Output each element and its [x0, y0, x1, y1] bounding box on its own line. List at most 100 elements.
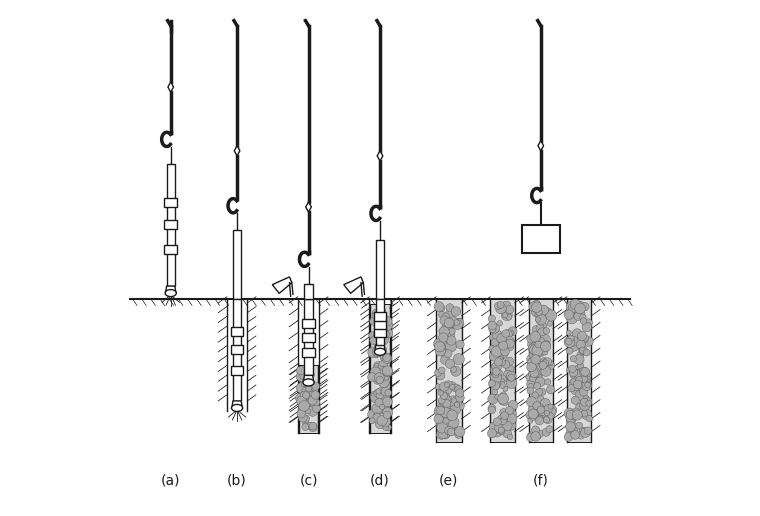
Circle shape — [566, 430, 571, 436]
Circle shape — [548, 413, 554, 419]
Circle shape — [374, 378, 380, 384]
Circle shape — [495, 394, 500, 399]
Circle shape — [372, 349, 382, 357]
Circle shape — [581, 428, 591, 438]
Circle shape — [571, 430, 580, 439]
Polygon shape — [344, 277, 363, 294]
Circle shape — [439, 429, 448, 439]
Circle shape — [311, 382, 319, 391]
Circle shape — [505, 407, 514, 414]
Circle shape — [568, 303, 578, 313]
Circle shape — [439, 382, 449, 391]
Circle shape — [442, 399, 451, 408]
Circle shape — [537, 406, 547, 415]
Circle shape — [535, 433, 541, 439]
Bar — [231, 327, 243, 336]
Circle shape — [530, 345, 540, 355]
Circle shape — [449, 317, 458, 325]
Circle shape — [584, 427, 592, 434]
Circle shape — [492, 389, 498, 395]
Circle shape — [494, 382, 499, 388]
Circle shape — [499, 359, 505, 366]
Polygon shape — [272, 277, 292, 294]
Circle shape — [497, 301, 504, 308]
Circle shape — [448, 415, 457, 424]
Circle shape — [526, 373, 535, 382]
Circle shape — [313, 399, 320, 406]
Circle shape — [506, 378, 517, 389]
Circle shape — [296, 396, 306, 406]
Circle shape — [537, 406, 545, 413]
Circle shape — [586, 415, 592, 422]
Circle shape — [494, 358, 502, 366]
Circle shape — [488, 406, 496, 414]
Circle shape — [497, 333, 507, 343]
Circle shape — [378, 373, 387, 381]
Circle shape — [579, 427, 586, 434]
Circle shape — [380, 393, 389, 402]
Circle shape — [372, 403, 382, 414]
Circle shape — [580, 388, 588, 396]
Circle shape — [492, 344, 500, 352]
Circle shape — [435, 341, 445, 352]
Circle shape — [445, 341, 451, 348]
Circle shape — [537, 331, 544, 338]
Circle shape — [435, 369, 442, 376]
Circle shape — [507, 434, 513, 440]
Circle shape — [499, 375, 506, 382]
Circle shape — [454, 402, 460, 408]
Circle shape — [497, 345, 504, 352]
Circle shape — [581, 398, 588, 406]
Circle shape — [529, 301, 540, 312]
Circle shape — [569, 379, 578, 387]
Circle shape — [497, 370, 502, 375]
Bar — [231, 345, 243, 354]
Circle shape — [499, 428, 505, 434]
Circle shape — [303, 398, 312, 407]
Circle shape — [502, 361, 510, 368]
Circle shape — [566, 417, 572, 424]
Circle shape — [441, 430, 450, 439]
Circle shape — [578, 301, 584, 308]
Circle shape — [572, 329, 582, 338]
Circle shape — [436, 371, 445, 380]
Circle shape — [582, 335, 589, 341]
Circle shape — [505, 365, 514, 374]
Circle shape — [299, 373, 307, 380]
Circle shape — [535, 312, 541, 318]
Circle shape — [547, 362, 555, 369]
Circle shape — [381, 420, 390, 429]
Circle shape — [445, 382, 450, 388]
Circle shape — [572, 381, 582, 393]
Circle shape — [531, 426, 540, 434]
Circle shape — [578, 346, 587, 354]
Circle shape — [441, 400, 450, 409]
Circle shape — [489, 326, 496, 333]
Circle shape — [542, 428, 550, 437]
Circle shape — [501, 347, 509, 356]
Circle shape — [374, 364, 381, 370]
Circle shape — [531, 355, 540, 364]
Circle shape — [378, 360, 388, 369]
Circle shape — [440, 393, 448, 399]
Circle shape — [530, 331, 540, 342]
Circle shape — [527, 362, 537, 372]
Circle shape — [448, 428, 455, 436]
Circle shape — [302, 392, 309, 399]
Circle shape — [542, 360, 549, 367]
Circle shape — [439, 311, 445, 318]
Circle shape — [531, 302, 542, 313]
Circle shape — [536, 309, 543, 315]
Circle shape — [296, 382, 307, 393]
Circle shape — [375, 310, 381, 316]
Circle shape — [374, 340, 384, 350]
Circle shape — [372, 312, 378, 319]
Circle shape — [506, 372, 516, 381]
Circle shape — [546, 426, 553, 432]
Circle shape — [581, 375, 587, 382]
Circle shape — [490, 372, 502, 383]
Bar — [233, 230, 241, 299]
Circle shape — [439, 367, 445, 374]
Circle shape — [584, 336, 594, 346]
Circle shape — [490, 366, 499, 374]
